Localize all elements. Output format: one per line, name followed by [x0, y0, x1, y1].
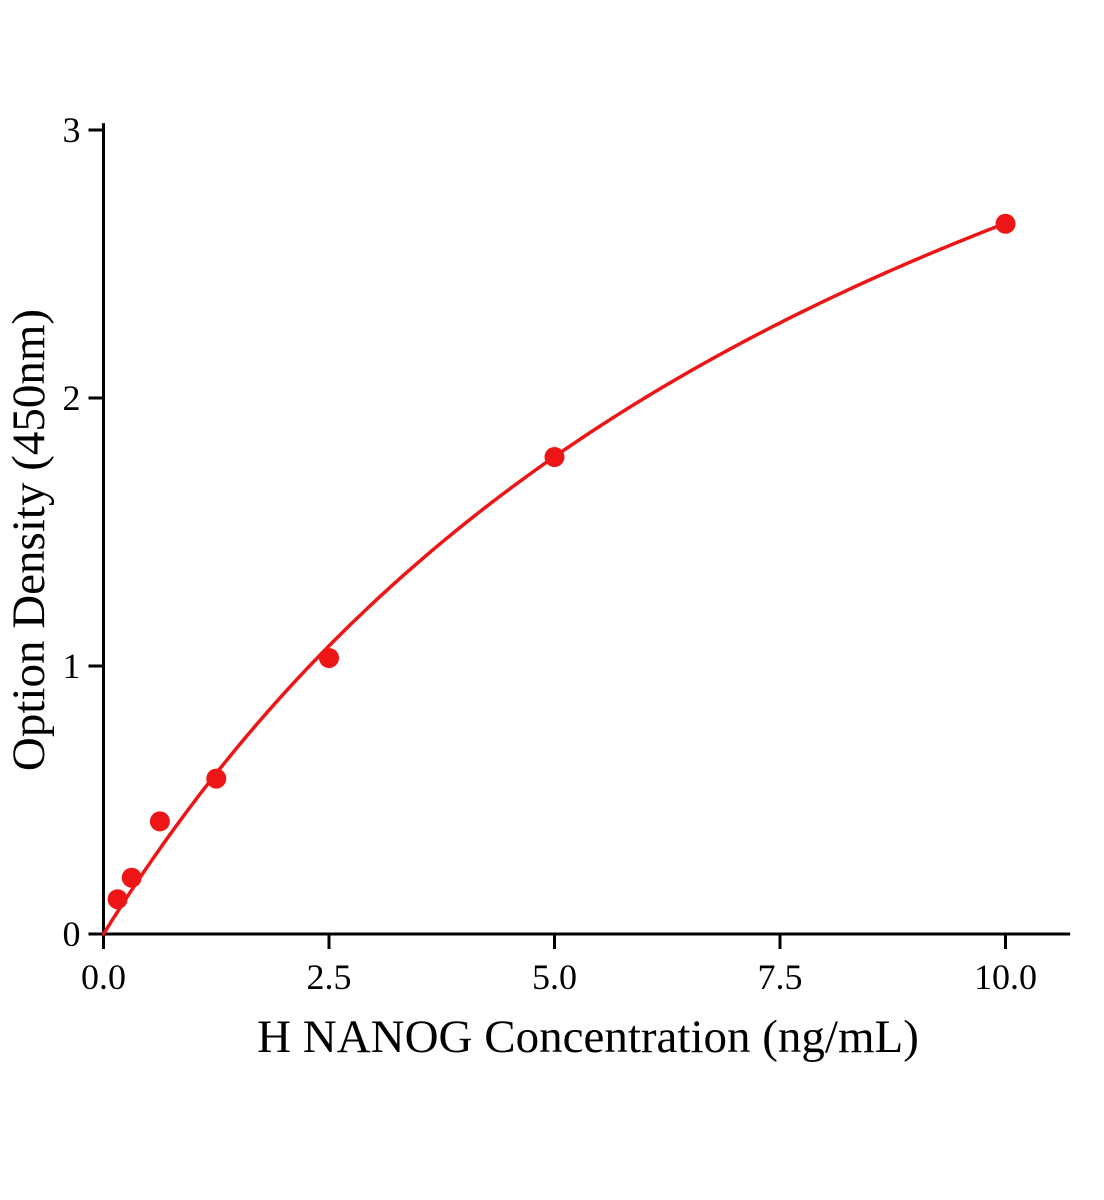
x-tick-label: 10.0	[974, 957, 1037, 997]
y-tick-label: 2	[63, 378, 81, 418]
x-axis-title: H NANOG Concentration (ng/mL)	[257, 1011, 919, 1063]
x-tick-label: 7.5	[758, 957, 803, 997]
data-point	[206, 768, 227, 789]
data-point	[121, 867, 142, 888]
series-layer	[101, 213, 1016, 936]
axes-layer	[102, 123, 1071, 936]
tick-layer: 0.0 2.5 5.0 7.5 10.0 0 1 2 3	[63, 110, 1038, 997]
x-tick-label: 0.0	[81, 957, 126, 997]
data-point	[107, 889, 128, 910]
y-tick-label: 3	[63, 110, 81, 150]
x-tick-label: 2.5	[307, 957, 352, 997]
data-point	[149, 811, 170, 832]
x-tick-label: 5.0	[532, 957, 577, 997]
y-tick-label: 1	[63, 646, 81, 686]
data-point	[995, 213, 1016, 234]
data-point	[319, 648, 339, 668]
y-axis-title: Option Density (450nm)	[3, 309, 55, 771]
data-point	[544, 447, 565, 467]
fit-curve	[101, 221, 1008, 936]
y-tick-label: 0	[63, 914, 81, 954]
axis-spines	[102, 123, 1071, 936]
